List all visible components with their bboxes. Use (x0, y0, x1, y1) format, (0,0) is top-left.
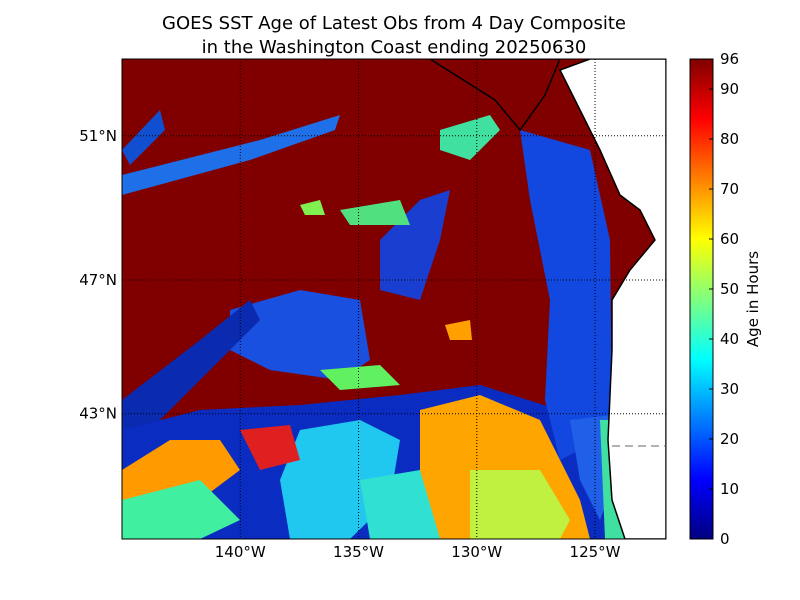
title-line: in the Washington Coast ending 20250630 (202, 37, 587, 58)
colorbar-tick-label: 30 (720, 380, 739, 398)
colorbar-tick-label: 70 (720, 180, 739, 198)
map-raster (122, 59, 666, 539)
colorbar-tick-label: 0 (720, 530, 730, 548)
lon-tick-label: 135°W (333, 543, 384, 561)
lat-tick-label: 43°N (79, 405, 117, 423)
colorbar-tick-label: 40 (720, 330, 739, 348)
map-frame (121, 58, 667, 540)
lat-tick-label: 51°N (79, 127, 117, 145)
lon-tick-label: 140°W (215, 543, 266, 561)
colorbar-tick-label: 10 (720, 480, 739, 498)
colorbar-label: Age in Hours (744, 251, 762, 347)
colorbar-tick-label: 50 (720, 280, 739, 298)
colorbar-tick-label: 20 (720, 430, 739, 448)
colorbar-tick-label: 96 (720, 50, 739, 68)
lon-tick-label: 130°W (451, 543, 502, 561)
graticule (122, 59, 666, 539)
colorbar-tick-label: 90 (720, 80, 739, 98)
lat-tick-label: 47°N (79, 271, 117, 289)
colorbar (689, 58, 714, 540)
colorbar-tick-label: 60 (720, 230, 739, 248)
title-line: GOES SST Age of Latest Obs from 4 Day Co… (162, 13, 626, 34)
colorbar-tick-label: 80 (720, 130, 739, 148)
lon-tick-label: 125°W (570, 543, 621, 561)
